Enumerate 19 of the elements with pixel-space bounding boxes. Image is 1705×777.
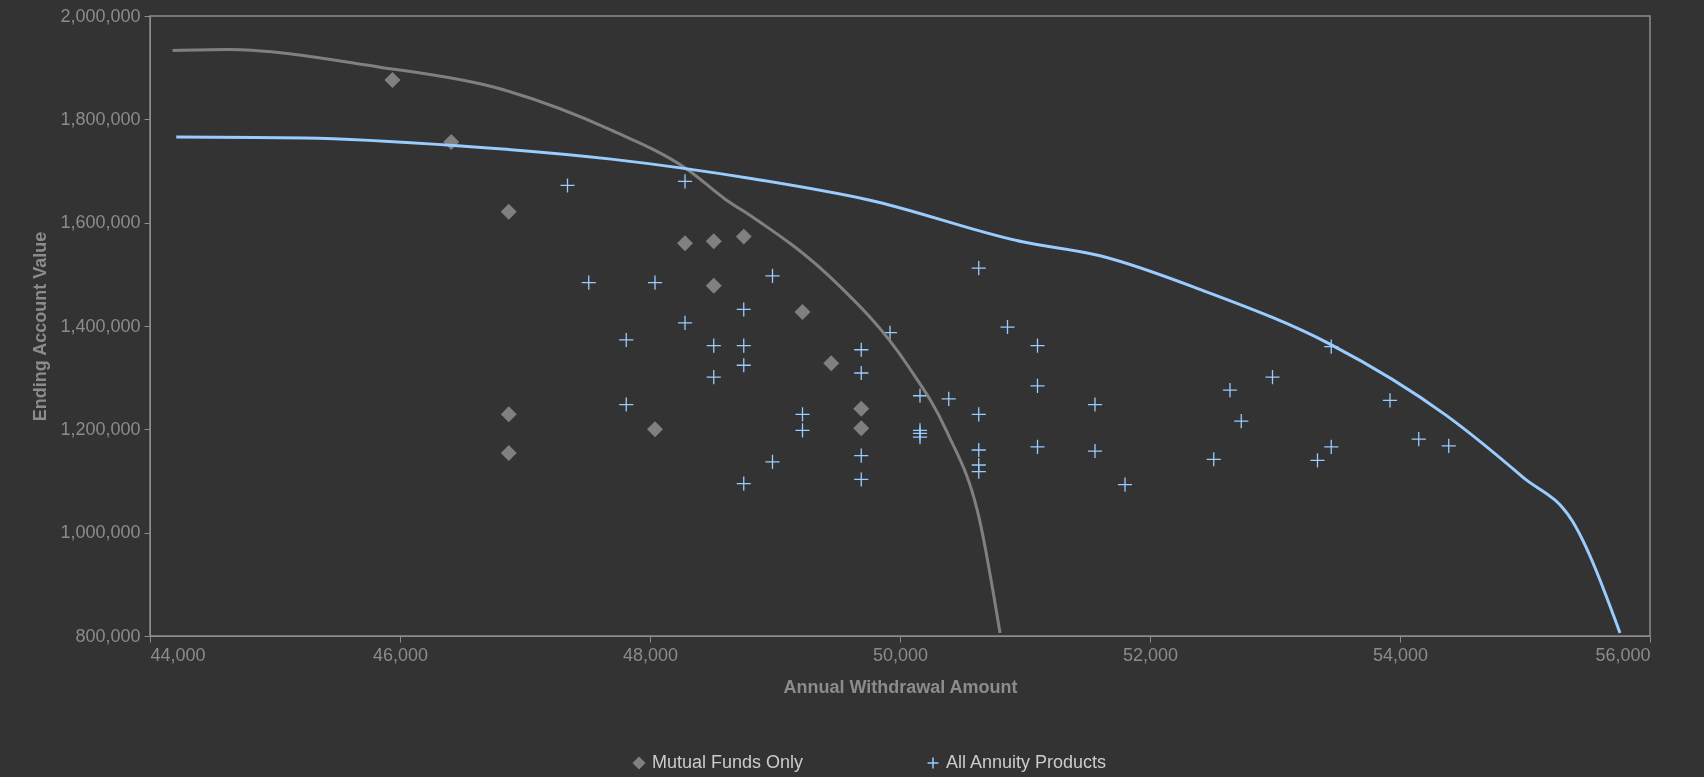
legend-label: All Annuity Products <box>946 752 1107 772</box>
y-tick-label: 1,800,000 <box>60 108 141 129</box>
legend-label: Mutual Funds Only <box>652 752 804 772</box>
y-axis-title: Ending Account Value <box>30 231 51 422</box>
x-axis-title: Annual Withdrawal Amount <box>783 676 1018 697</box>
x-tick-label: 44,000 <box>150 644 206 665</box>
y-tick-label: 1,600,000 <box>60 212 141 233</box>
y-tick-label: 800,000 <box>75 625 141 646</box>
x-tick-label: 54,000 <box>1372 644 1429 665</box>
x-tick-label: 52,000 <box>1122 644 1179 665</box>
y-tick-label: 1,200,000 <box>60 418 141 439</box>
y-tick-label: 2,000,000 <box>60 5 141 26</box>
y-tick-label: 1,400,000 <box>60 315 141 336</box>
x-tick-label: 46,000 <box>372 644 429 665</box>
line-series <box>174 135 1622 635</box>
x-tick-label: 48,000 <box>622 644 679 665</box>
x-tick-label: 56,000 <box>1595 644 1651 665</box>
y-tick-label: 1,000,000 <box>60 522 141 543</box>
x-tick-label: 50,000 <box>872 644 929 665</box>
